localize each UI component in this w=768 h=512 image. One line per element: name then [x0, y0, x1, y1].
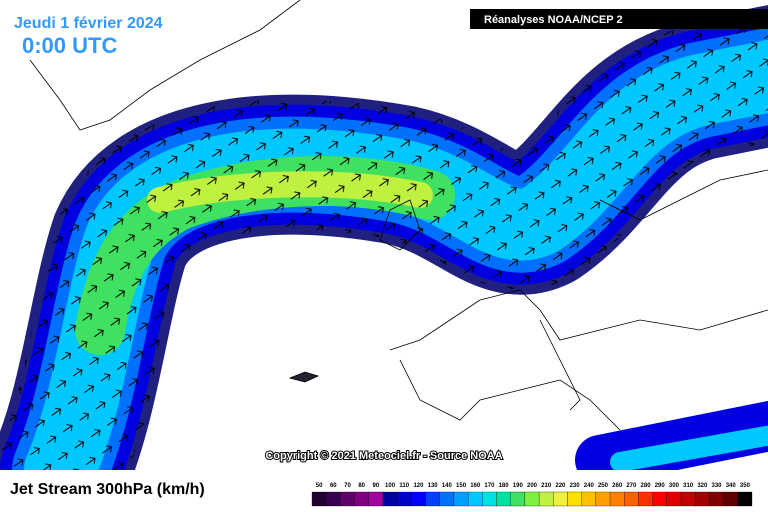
color-swatch [567, 491, 582, 507]
color-label: 60 [330, 483, 337, 489]
color-label: 310 [683, 483, 694, 489]
color-swatch [354, 491, 369, 507]
color-label: 340 [726, 483, 737, 489]
color-label: 220 [555, 483, 566, 489]
color-swatch [439, 491, 455, 507]
color-label: 130 [428, 483, 439, 489]
color-swatch [538, 491, 554, 507]
colorbar: 50 60 70 80 90 100 110 120 130 140 150 160 170 180 190… [311, 483, 753, 507]
color-label: 140 [442, 483, 453, 489]
color-label: 80 [358, 483, 365, 489]
color-label: 260 [612, 483, 623, 489]
color-swatch [524, 491, 540, 507]
copyright: Copyright © 2021 Meteociel.fr - Source N… [265, 450, 502, 462]
color-label: 190 [513, 483, 524, 489]
color-swatch [311, 491, 327, 507]
color-swatch [425, 491, 440, 507]
color-swatch [397, 491, 412, 507]
color-label: 70 [344, 483, 351, 489]
color-label: 200 [527, 483, 538, 489]
color-label: 320 [697, 483, 708, 489]
jet-stream [0, 5, 768, 512]
color-label: 330 [712, 483, 723, 489]
color-label: 50 [316, 483, 323, 489]
color-swatch [326, 491, 341, 507]
color-label: 180 [499, 483, 510, 489]
color-label: 210 [541, 483, 552, 489]
color-swatch [340, 491, 355, 507]
color-label: 300 [669, 483, 680, 489]
color-swatch [496, 491, 511, 507]
color-swatch [695, 491, 710, 507]
color-swatch [482, 491, 497, 507]
coastlines [29, 0, 768, 431]
color-label: 170 [484, 483, 495, 489]
color-swatch [368, 491, 384, 507]
color-swatch [595, 491, 611, 507]
time-title: 0:00 UTC [22, 33, 117, 58]
color-swatch [553, 491, 568, 507]
color-swatch [737, 491, 753, 507]
color-swatch [581, 491, 597, 507]
color-label: 270 [626, 483, 637, 489]
color-label: 290 [655, 483, 666, 489]
color-swatch [709, 491, 724, 507]
color-label: 250 [598, 483, 609, 489]
source-box [470, 9, 768, 29]
color-swatch [723, 491, 738, 507]
color-label: 150 [456, 483, 467, 489]
legend-title: Jet Stream 300hPa (km/h) [10, 481, 205, 498]
color-label: 100 [385, 483, 396, 489]
date-title: Jeudi 1 février 2024 [14, 15, 163, 32]
color-swatch [609, 491, 625, 507]
color-swatch [510, 491, 526, 507]
color-swatch [624, 491, 639, 507]
color-label: 90 [373, 483, 380, 489]
source-label: Réanalyses NOAA/NCEP 2 [484, 14, 623, 26]
color-label: 160 [470, 483, 481, 489]
color-swatch [453, 491, 469, 507]
color-swatch [467, 491, 483, 507]
color-label: 120 [413, 483, 424, 489]
color-label: 280 [641, 483, 652, 489]
color-label: 350 [740, 483, 751, 489]
color-label: 110 [399, 483, 409, 489]
color-swatch [680, 491, 696, 507]
color-swatch [652, 491, 667, 507]
color-swatch [638, 491, 653, 507]
color-swatch [411, 491, 426, 507]
color-label: 240 [584, 483, 595, 489]
color-swatch [666, 491, 682, 507]
color-label: 230 [570, 483, 581, 489]
color-swatch [382, 491, 398, 507]
